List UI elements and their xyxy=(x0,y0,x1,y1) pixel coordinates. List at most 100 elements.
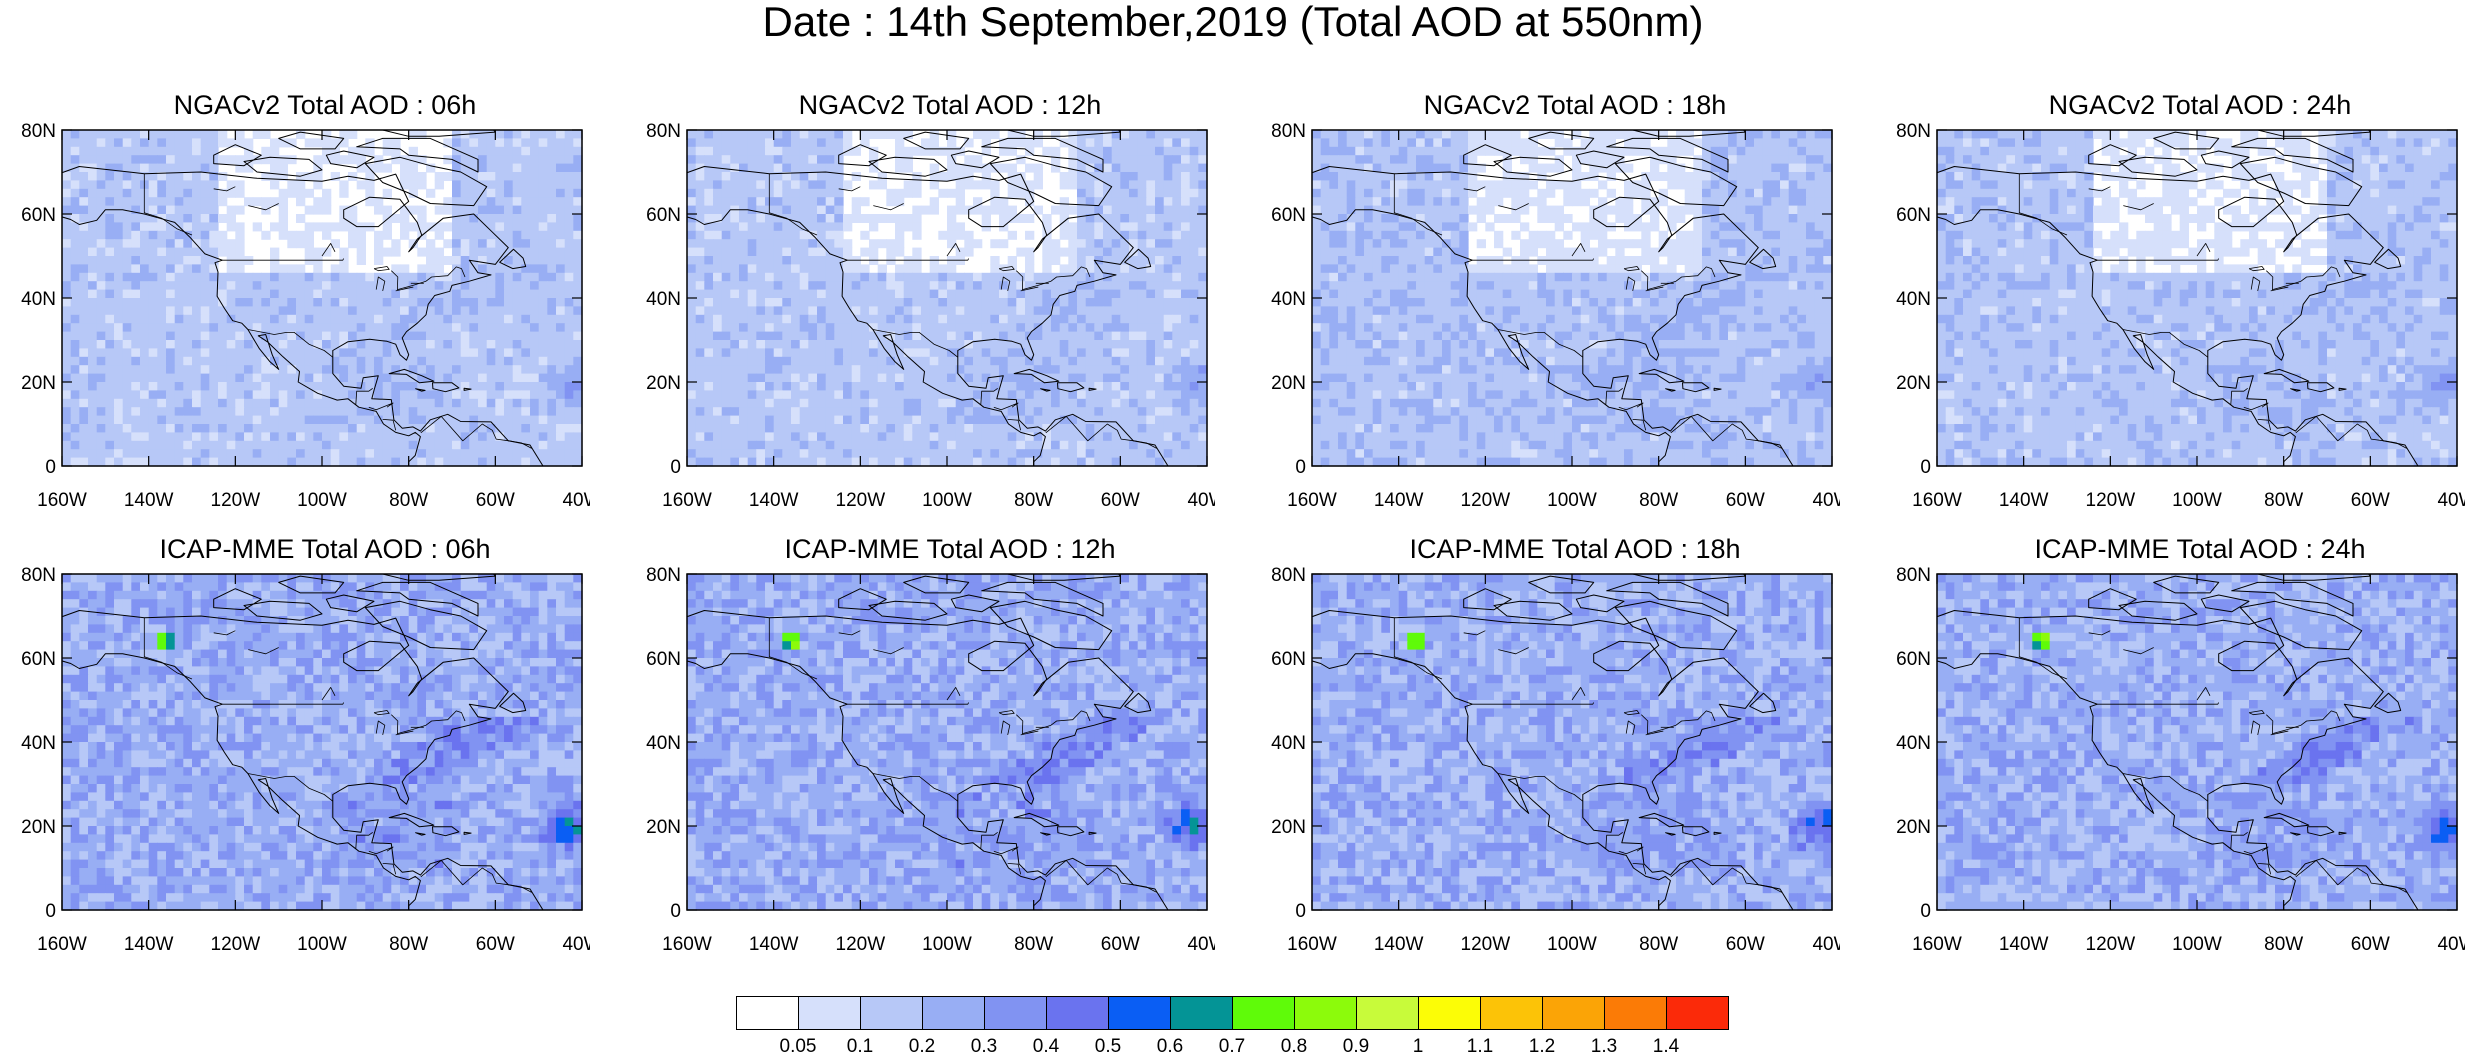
lon-tick-label: 120W xyxy=(211,934,261,954)
colorbar-swatch xyxy=(1294,996,1357,1030)
colorbar-swatch xyxy=(1108,996,1171,1030)
colorbar-swatch xyxy=(1046,996,1109,1030)
colorbar-swatch xyxy=(922,996,985,1030)
colorbar-swatch xyxy=(1170,996,1233,1030)
lat-tick-label: 20N xyxy=(1271,373,1306,394)
lon-tick-label: 40W xyxy=(1812,490,1840,510)
colorbar-swatch xyxy=(1666,996,1729,1030)
map-panel-2: 80N60N40N20N0160W140W120W100W80W60W40WNG… xyxy=(625,90,1215,510)
lat-tick-label: 80N xyxy=(646,121,681,142)
lon-tick-label: 40W xyxy=(2437,934,2465,954)
map-panel-8: 80N60N40N20N0160W140W120W100W80W60W40WIC… xyxy=(1875,534,2465,954)
lat-tick-label: 20N xyxy=(21,817,56,838)
colorbar-swatch xyxy=(736,996,799,1030)
aod-map: 80N60N40N20N0160W140W120W100W80W60W40W xyxy=(1875,90,2465,510)
map-panel-3: 80N60N40N20N0160W140W120W100W80W60W40WNG… xyxy=(1250,90,1840,510)
aod-field xyxy=(1312,130,1833,467)
colorbar-swatch xyxy=(984,996,1047,1030)
colorbar-label: 0.9 xyxy=(1343,1036,1369,1058)
lon-tick-label: 120W xyxy=(2086,934,2136,954)
colorbar-swatch xyxy=(1542,996,1605,1030)
panel-title: ICAP-MME Total AOD : 24h xyxy=(1905,534,2466,564)
lat-tick-label: 80N xyxy=(21,121,56,142)
lat-tick-label: 40N xyxy=(1896,733,1931,754)
lat-tick-label: 40N xyxy=(21,733,56,754)
lon-tick-label: 60W xyxy=(1726,934,1765,954)
island-coastline xyxy=(2240,120,2370,137)
lon-tick-label: 80W xyxy=(389,490,428,510)
aod-map: 80N60N40N20N0160W140W120W100W80W60W40W xyxy=(0,90,590,510)
lon-tick-label: 120W xyxy=(1461,934,1511,954)
lat-tick-label: 40N xyxy=(1896,289,1931,310)
lon-tick-label: 140W xyxy=(749,490,799,510)
lon-tick-label: 120W xyxy=(836,934,886,954)
lon-tick-label: 100W xyxy=(1547,490,1597,510)
lat-tick-label: 20N xyxy=(1271,817,1306,838)
panel-title: NGACv2 Total AOD : 18h xyxy=(1280,90,1870,120)
lat-tick-label: 0 xyxy=(1920,457,1931,478)
lon-tick-label: 80W xyxy=(1639,490,1678,510)
lon-tick-label: 60W xyxy=(1726,490,1765,510)
lon-tick-label: 60W xyxy=(1101,934,1140,954)
lon-tick-label: 160W xyxy=(1287,934,1337,954)
lat-tick-label: 0 xyxy=(1920,901,1931,922)
lon-tick-label: 140W xyxy=(1999,490,2049,510)
colorbar-swatch xyxy=(1418,996,1481,1030)
lat-tick-label: 80N xyxy=(1271,565,1306,586)
lon-tick-label: 100W xyxy=(297,934,347,954)
map-panel-4: 80N60N40N20N0160W140W120W100W80W60W40WNG… xyxy=(1875,90,2465,510)
lat-tick-label: 40N xyxy=(1271,289,1306,310)
lat-tick-label: 60N xyxy=(646,205,681,226)
map-panel-7: 80N60N40N20N0160W140W120W100W80W60W40WIC… xyxy=(1250,534,1840,954)
aod-map: 80N60N40N20N0160W140W120W100W80W60W40W xyxy=(1875,534,2465,954)
lon-tick-label: 100W xyxy=(2172,934,2222,954)
lon-tick-label: 40W xyxy=(1187,934,1215,954)
lon-tick-label: 160W xyxy=(37,490,87,510)
lon-tick-label: 140W xyxy=(1374,490,1424,510)
lat-tick-label: 60N xyxy=(21,205,56,226)
lon-tick-label: 140W xyxy=(1374,934,1424,954)
panel-title: NGACv2 Total AOD : 12h xyxy=(655,90,1245,120)
lat-tick-label: 0 xyxy=(670,901,681,922)
colorbar-swatch xyxy=(798,996,861,1030)
colorbar-label: 0.3 xyxy=(971,1036,997,1058)
lake-outline xyxy=(374,267,389,271)
lon-tick-label: 40W xyxy=(2437,490,2465,510)
colorbar-label: 1.4 xyxy=(1653,1036,1679,1058)
aod-field xyxy=(1937,574,2458,911)
lon-tick-label: 160W xyxy=(1287,490,1337,510)
lat-tick-label: 60N xyxy=(1896,205,1931,226)
lat-tick-label: 60N xyxy=(1271,649,1306,670)
colorbar-label: 1.1 xyxy=(1467,1036,1493,1058)
aod-map: 80N60N40N20N0160W140W120W100W80W60W40W xyxy=(1250,90,1840,510)
lat-tick-label: 60N xyxy=(1271,205,1306,226)
lon-tick-label: 100W xyxy=(1547,934,1597,954)
lon-tick-label: 140W xyxy=(749,934,799,954)
lat-tick-label: 0 xyxy=(45,457,56,478)
lat-tick-label: 80N xyxy=(1271,121,1306,142)
colorbar-swatch xyxy=(1232,996,1295,1030)
lon-tick-label: 100W xyxy=(922,490,972,510)
lon-tick-label: 160W xyxy=(662,490,712,510)
lon-tick-label: 120W xyxy=(1461,490,1511,510)
lat-tick-label: 40N xyxy=(646,733,681,754)
lon-tick-label: 140W xyxy=(124,490,174,510)
lon-tick-label: 60W xyxy=(2351,934,2390,954)
lon-tick-label: 100W xyxy=(922,934,972,954)
aod-field xyxy=(1312,574,1833,911)
lat-tick-label: 80N xyxy=(1896,121,1931,142)
lat-tick-label: 80N xyxy=(1896,565,1931,586)
panel-title: NGACv2 Total AOD : 24h xyxy=(1905,90,2466,120)
lon-tick-label: 80W xyxy=(2264,934,2303,954)
aod-field xyxy=(62,130,583,467)
lon-tick-label: 120W xyxy=(2086,490,2136,510)
aod-field xyxy=(687,130,1208,467)
main-title: Date : 14th September,2019 (Total AOD at… xyxy=(0,0,2466,44)
lat-tick-label: 20N xyxy=(21,373,56,394)
lon-tick-label: 80W xyxy=(1014,934,1053,954)
lon-tick-label: 40W xyxy=(562,490,590,510)
colorbar-label: 1.3 xyxy=(1591,1036,1617,1058)
lon-tick-label: 80W xyxy=(1014,490,1053,510)
lat-tick-label: 40N xyxy=(646,289,681,310)
colorbar-label: 0.1 xyxy=(847,1036,873,1058)
